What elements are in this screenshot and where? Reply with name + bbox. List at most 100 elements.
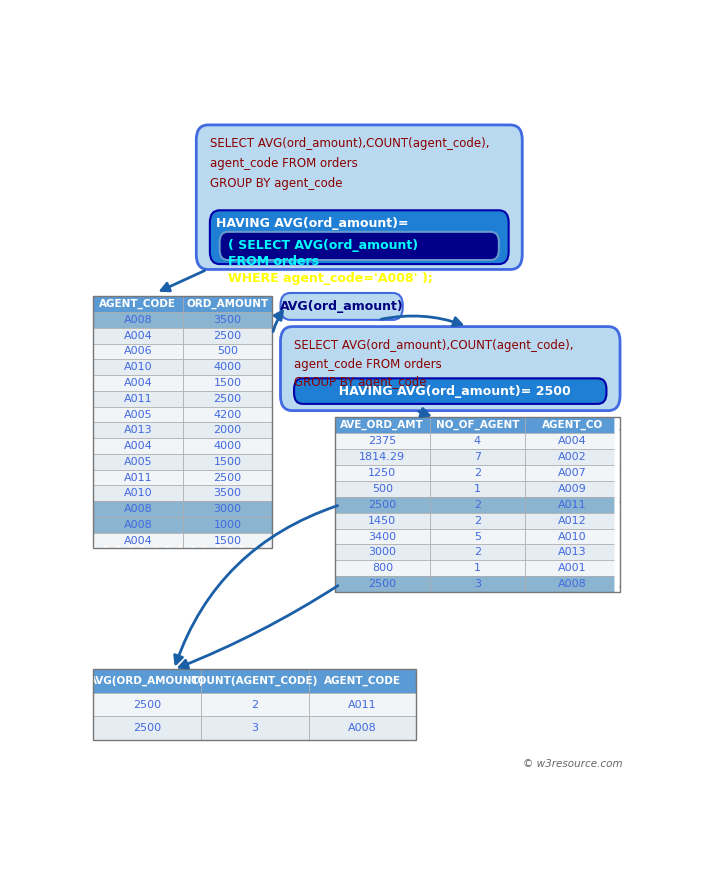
Text: 3500: 3500 xyxy=(214,488,242,498)
Bar xyxy=(335,545,430,560)
FancyBboxPatch shape xyxy=(280,327,620,410)
Text: AVG(ord_amount): AVG(ord_amount) xyxy=(280,300,404,313)
Bar xyxy=(183,454,272,470)
Bar xyxy=(183,501,272,517)
Bar xyxy=(93,296,183,312)
Text: NO_OF_AGENT: NO_OF_AGENT xyxy=(436,420,519,430)
Text: A006: A006 xyxy=(123,347,152,356)
Bar xyxy=(525,528,620,545)
Text: A010: A010 xyxy=(123,488,152,498)
Bar xyxy=(525,417,620,433)
Text: 3000: 3000 xyxy=(214,504,242,514)
Bar xyxy=(93,517,183,533)
Bar xyxy=(183,375,272,391)
Bar xyxy=(183,470,272,485)
Bar xyxy=(183,517,272,533)
Text: 4200: 4200 xyxy=(213,409,242,420)
Text: 3: 3 xyxy=(474,579,481,589)
Bar xyxy=(430,528,525,545)
Bar xyxy=(430,545,525,560)
Bar xyxy=(93,454,183,470)
Text: 2500: 2500 xyxy=(214,472,242,483)
Text: 1500: 1500 xyxy=(214,535,242,546)
Bar xyxy=(183,312,272,328)
Bar xyxy=(525,512,620,528)
Text: FROM orders: FROM orders xyxy=(228,255,319,268)
Bar xyxy=(430,417,525,433)
Text: HAVING AVG(ord_amount)= 2500: HAVING AVG(ord_amount)= 2500 xyxy=(330,385,571,397)
Text: A011: A011 xyxy=(348,699,376,710)
FancyBboxPatch shape xyxy=(219,232,499,260)
Text: SELECT AVG(ord_amount),COUNT(agent_code),: SELECT AVG(ord_amount),COUNT(agent_code)… xyxy=(294,339,573,352)
Bar xyxy=(93,670,200,693)
Text: agent_code FROM orders: agent_code FROM orders xyxy=(210,157,358,170)
Text: 1814.29: 1814.29 xyxy=(360,452,405,462)
Bar xyxy=(525,449,620,465)
Text: AGENT_CODE: AGENT_CODE xyxy=(324,676,401,686)
Bar xyxy=(183,360,272,375)
Text: A004: A004 xyxy=(123,535,152,546)
Bar xyxy=(430,512,525,528)
Bar xyxy=(200,717,308,740)
Bar xyxy=(200,670,308,693)
Bar xyxy=(525,497,620,512)
Text: 1: 1 xyxy=(474,484,481,494)
Text: © w3resource.com: © w3resource.com xyxy=(523,759,622,769)
Bar xyxy=(93,470,183,485)
Text: A008: A008 xyxy=(348,723,377,733)
Text: 2500: 2500 xyxy=(368,499,396,510)
Text: A005: A005 xyxy=(123,457,152,467)
Text: A011: A011 xyxy=(123,472,152,483)
Text: 2500: 2500 xyxy=(214,394,242,403)
Bar xyxy=(335,497,430,512)
Text: 2500: 2500 xyxy=(214,331,242,340)
Bar xyxy=(335,449,430,465)
Bar xyxy=(93,533,183,548)
Bar xyxy=(525,545,620,560)
Text: 2: 2 xyxy=(474,468,481,478)
Text: A013: A013 xyxy=(123,425,152,436)
Bar xyxy=(93,391,183,407)
Bar xyxy=(430,497,525,512)
Text: 2: 2 xyxy=(251,699,258,710)
Text: 1250: 1250 xyxy=(368,468,396,478)
Text: A009: A009 xyxy=(558,484,587,494)
Bar xyxy=(335,417,430,433)
Text: A004: A004 xyxy=(123,441,152,451)
Bar xyxy=(93,717,200,740)
Bar xyxy=(93,407,183,423)
Bar xyxy=(183,296,272,312)
Text: A002: A002 xyxy=(558,452,587,462)
FancyBboxPatch shape xyxy=(280,293,402,320)
Bar xyxy=(335,433,430,449)
Text: 3: 3 xyxy=(251,723,258,733)
Bar xyxy=(93,344,183,360)
FancyBboxPatch shape xyxy=(196,125,522,270)
Bar xyxy=(93,693,200,717)
Text: GROUP BY agent_code: GROUP BY agent_code xyxy=(210,177,342,190)
Text: A008: A008 xyxy=(558,579,587,589)
Text: AGENT_CO: AGENT_CO xyxy=(542,420,603,430)
Text: 3400: 3400 xyxy=(368,532,396,541)
Bar xyxy=(525,433,620,449)
Text: 3000: 3000 xyxy=(368,547,396,557)
Text: A004: A004 xyxy=(123,378,152,388)
Text: A010: A010 xyxy=(123,362,152,372)
Text: A001: A001 xyxy=(558,563,587,574)
Bar xyxy=(93,360,183,375)
Bar xyxy=(525,560,620,576)
Text: A008: A008 xyxy=(123,504,152,514)
Text: A010: A010 xyxy=(558,532,587,541)
Bar xyxy=(335,576,430,592)
Text: A008: A008 xyxy=(123,315,152,325)
Bar xyxy=(430,449,525,465)
Bar xyxy=(93,328,183,344)
Text: 2500: 2500 xyxy=(133,699,161,710)
Text: 2500: 2500 xyxy=(368,579,396,589)
Text: 500: 500 xyxy=(217,347,238,356)
FancyBboxPatch shape xyxy=(294,378,606,404)
Text: 1450: 1450 xyxy=(368,516,396,526)
Bar xyxy=(430,560,525,576)
Text: 1500: 1500 xyxy=(214,378,242,388)
Text: WHERE agent_code='A008' );: WHERE agent_code='A008' ); xyxy=(228,272,433,285)
